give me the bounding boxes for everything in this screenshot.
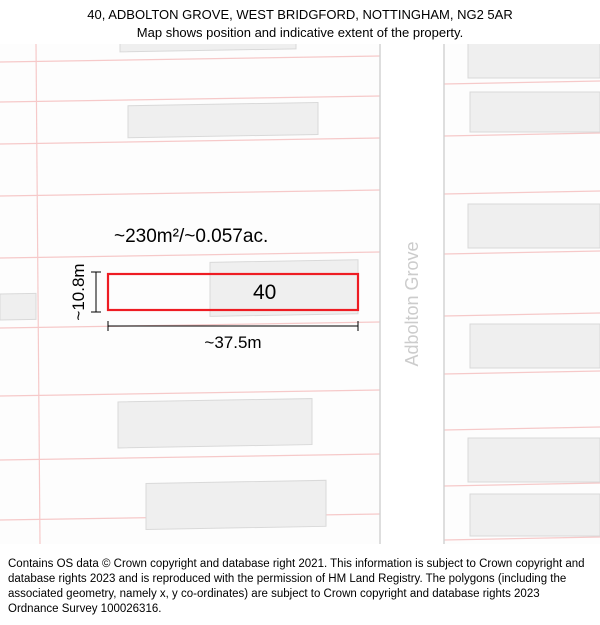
- header: 40, ADBOLTON GROVE, WEST BRIDGFORD, NOTT…: [0, 0, 600, 43]
- page-subtitle: Map shows position and indicative extent…: [10, 24, 590, 42]
- area-label: ~230m²/~0.057ac.: [114, 226, 268, 247]
- map-svg: Adbolton Grove 40 ~230m²/~0.057ac. ~10.8m ~3…: [0, 44, 600, 544]
- property-number-label: 40: [253, 281, 276, 304]
- road-name-label: Adbolton Grove: [402, 241, 422, 366]
- map-canvas: Adbolton Grove 40 ~230m²/~0.057ac. ~10.8m ~3…: [0, 44, 600, 544]
- dim-vertical-label: ~10.8m: [69, 263, 88, 320]
- footer-attribution: Contains OS data © Crown copyright and d…: [0, 553, 600, 625]
- dim-horizontal-label: ~37.5m: [204, 333, 261, 352]
- page-title: 40, ADBOLTON GROVE, WEST BRIDGFORD, NOTT…: [10, 6, 590, 24]
